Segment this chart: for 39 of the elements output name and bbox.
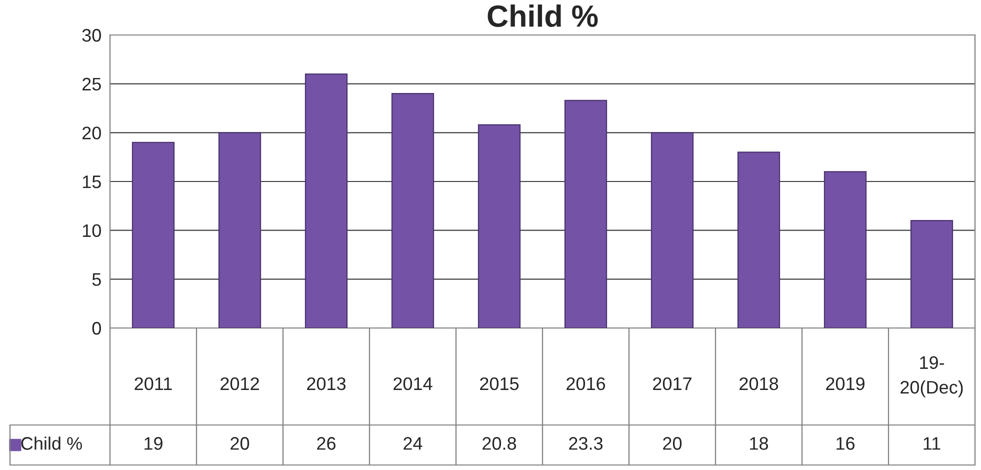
x-tick-label: 2018 [740,377,778,390]
x-tick-label: 2014 [394,377,432,390]
data-label: 23.3 [569,437,603,450]
x-tick-label: 2015 [480,377,519,390]
data-label: 18 [750,437,768,450]
x-tick-label: 2012 [220,377,259,390]
data-label: 24 [404,437,422,450]
x-tick-label: 19-20(Dec) [900,356,963,398]
bar [910,220,954,328]
bar [650,132,694,328]
y-tick-label: 20 [82,126,101,140]
x-tick-label: 2016 [566,377,606,390]
data-label: 11 [924,437,940,450]
bar [304,74,348,328]
data-label: 20 [230,437,250,450]
y-tick-label: 5 [92,273,101,286]
bar [737,152,780,328]
bar [218,132,262,328]
data-label: 26 [317,437,336,450]
bar [824,171,867,328]
bar [564,100,608,328]
data-label: 20.8 [482,437,516,450]
y-tick-label: 30 [82,28,101,42]
x-tick-label: 2011 [134,377,172,390]
x-tick-label: 2019 [826,377,864,390]
data-label: 20 [663,437,682,450]
bar [478,124,521,328]
bar [391,93,434,328]
y-tick-label: 25 [82,78,101,91]
chart-title: Child % [488,4,598,27]
legend-label: Child % [21,436,82,450]
bar [132,142,175,328]
x-tick-label: 2017 [653,377,692,390]
data-label: 16 [836,437,854,450]
y-tick-label: 0 [92,322,101,335]
data-label: 19 [144,437,162,450]
y-tick-label: 10 [82,224,101,238]
y-tick-label: 15 [82,176,101,188]
x-tick-label: 2013 [307,377,346,390]
